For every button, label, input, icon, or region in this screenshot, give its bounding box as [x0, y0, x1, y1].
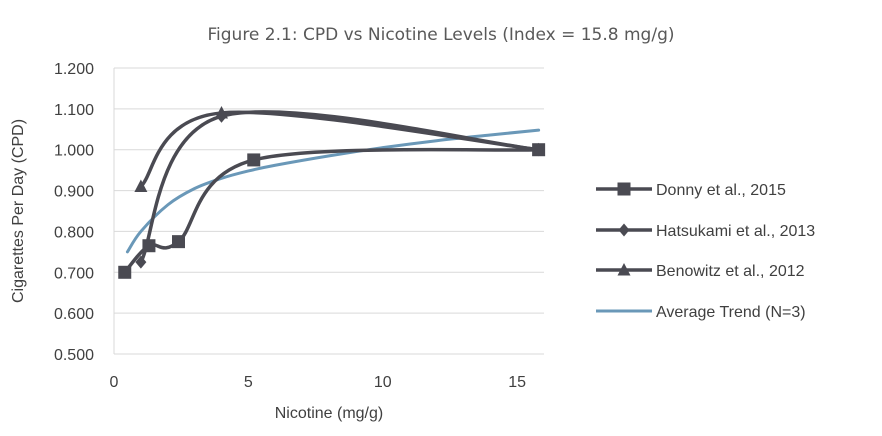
x-tick-label: 5 [244, 374, 253, 391]
legend: Donny et al., 2015 Hatsukami et al., 2013… [596, 182, 815, 321]
chart-title: Figure 2.1: CPD vs Nicotine Levels (Inde… [207, 25, 674, 45]
x-tick-label: 10 [374, 374, 392, 391]
legend-label: Benowitz et al., 2012 [656, 263, 805, 280]
legend-label: Hatsukami et al., 2013 [656, 223, 815, 240]
legend-item: Donny et al., 2015 [596, 182, 786, 199]
legend-item: Hatsukami et al., 2013 [596, 223, 815, 240]
axes: 0.500 0.600 0.700 0.800 0.900 1.000 1.100 1.200… [54, 61, 526, 391]
legend-item: Average Trend (N=3) [596, 304, 806, 321]
x-axis-label: Nicotine (mg/g) [275, 405, 383, 422]
series-line [123, 147, 541, 275]
data-point-triangle [134, 179, 148, 192]
y-tick-label: 0.600 [54, 306, 94, 323]
grid-lines [114, 67, 544, 355]
y-tick-label: 0.900 [54, 184, 94, 201]
y-tick-label: 1.200 [54, 61, 94, 78]
y-tick-label: 0.800 [54, 224, 94, 241]
legend-label: Average Trend (N=3) [656, 304, 806, 321]
y-tick-label: 0.700 [54, 265, 94, 282]
legend-marker-square [617, 182, 631, 196]
data-point-diamond [135, 255, 147, 269]
data-point-triangle [532, 142, 546, 156]
y-tick-label: 1.000 [54, 143, 94, 160]
data-point-square [118, 265, 132, 279]
data-point-square [142, 239, 156, 253]
legend-label: Donny et al., 2015 [656, 182, 786, 199]
legend-item: Benowitz et al., 2012 [596, 263, 805, 280]
data-point-triangle [215, 105, 228, 119]
series-line [125, 128, 541, 254]
series-lines [123, 110, 541, 275]
series-markers [118, 105, 546, 279]
y-tick-label: 1.100 [54, 102, 94, 119]
legend-marker-diamond [618, 223, 630, 237]
data-point-square [172, 235, 185, 249]
series-line [139, 110, 541, 189]
data-point-square [247, 153, 261, 167]
x-tick-label: 0 [110, 374, 119, 391]
y-tick-label: 0.500 [54, 347, 94, 364]
legend-marker-triangle [617, 263, 631, 276]
y-axis-label: Cigarettes Per Day (CPD) [10, 119, 27, 303]
x-tick-label: 15 [508, 374, 526, 391]
